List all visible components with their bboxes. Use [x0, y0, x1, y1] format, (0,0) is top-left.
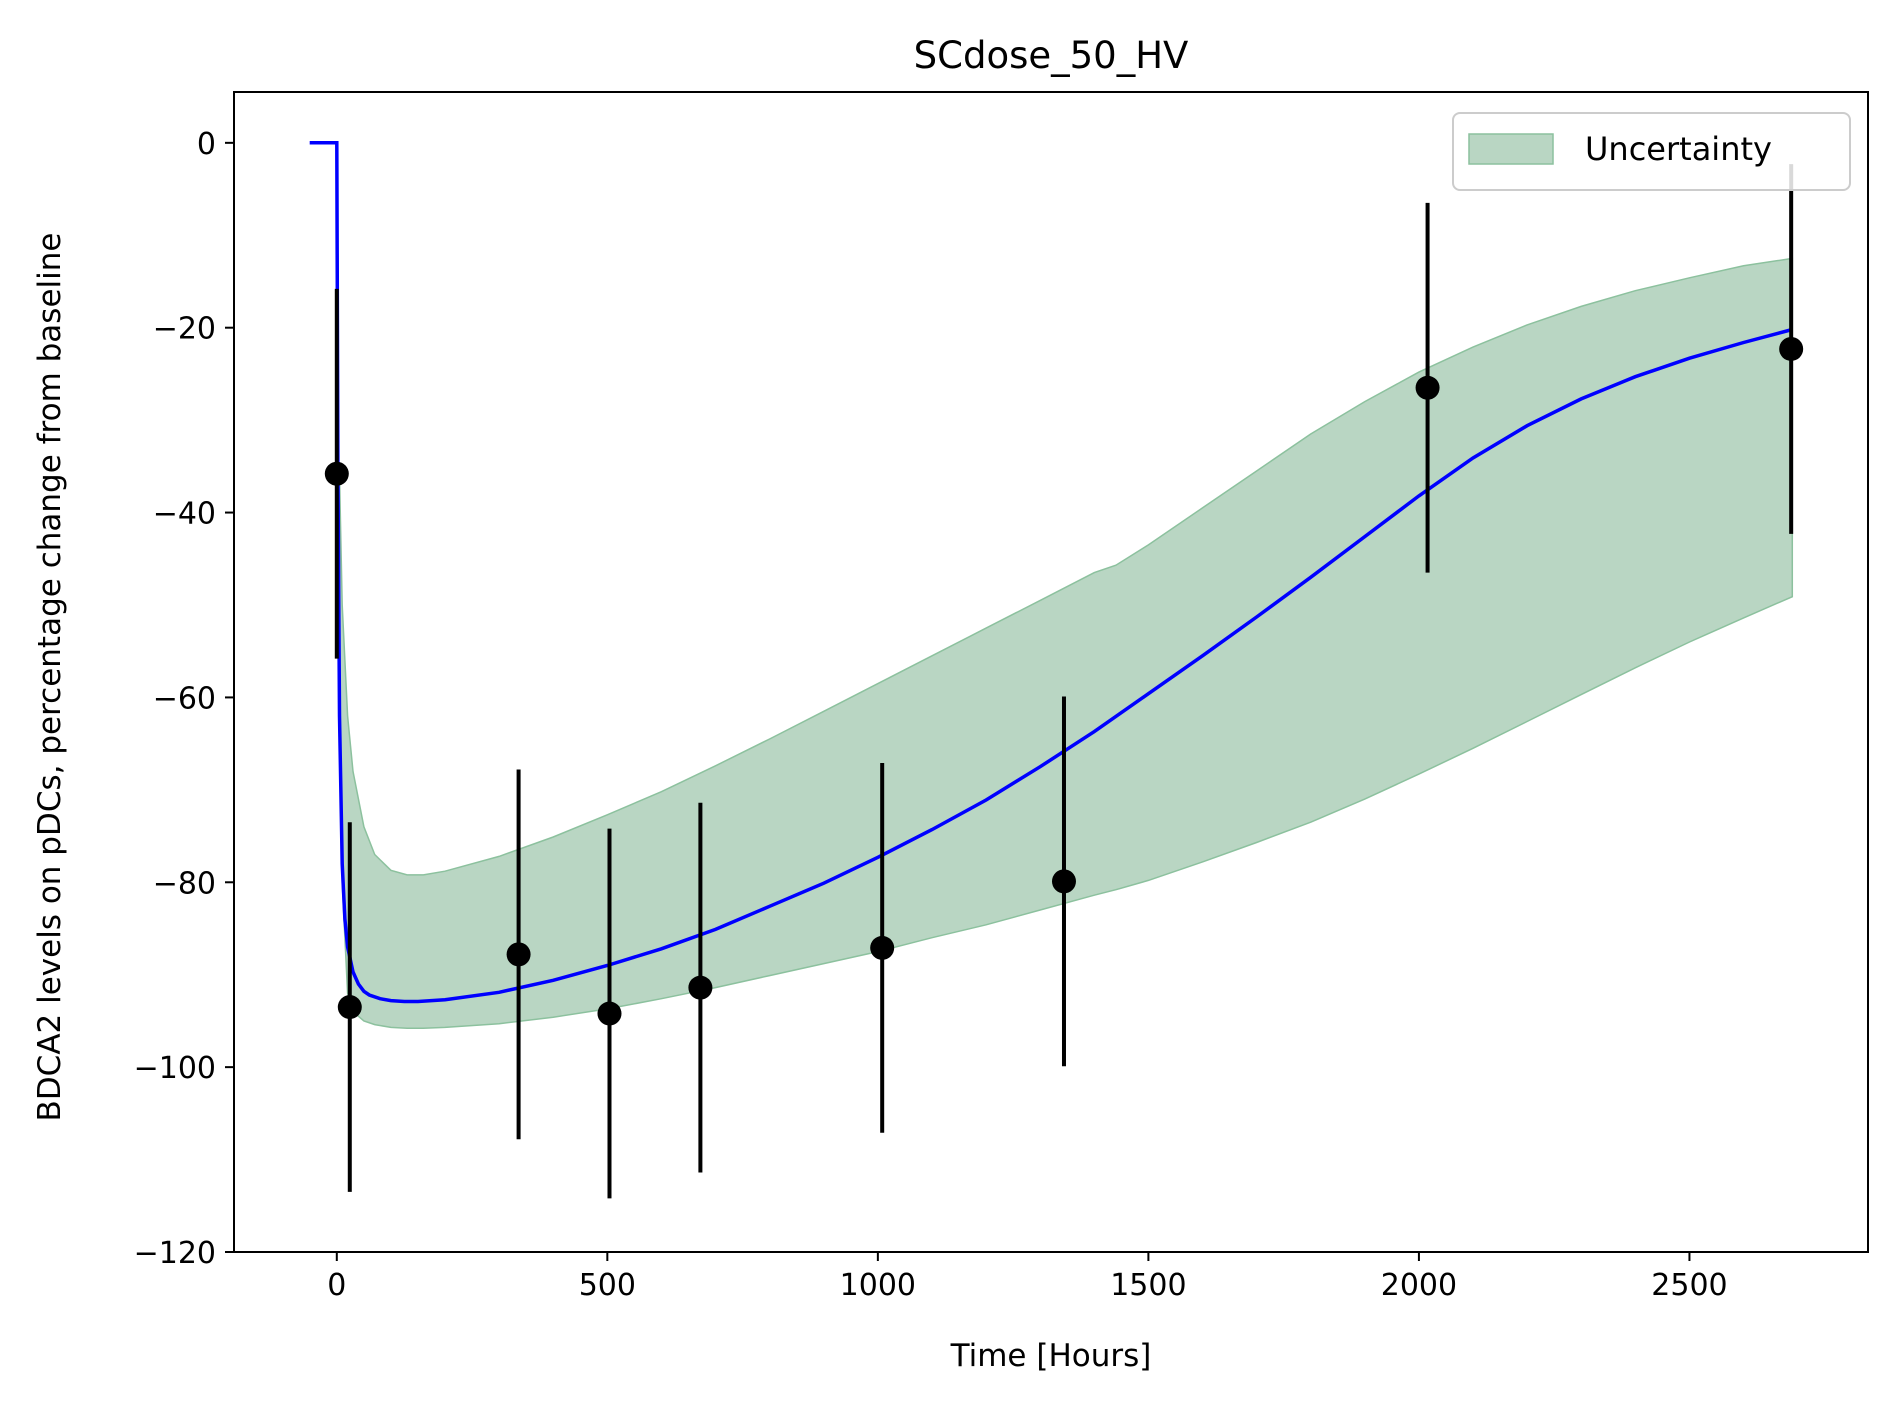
axes-frame [233, 91, 1869, 1253]
y-tick-label: 0 [197, 127, 216, 162]
observation-point [1779, 336, 1804, 361]
legend: Uncertainty [1452, 112, 1851, 191]
observation-point [1415, 375, 1440, 400]
observation-point [506, 942, 531, 967]
x-tick-label: 1000 [840, 1268, 916, 1303]
x-tick-label: 2000 [1381, 1268, 1457, 1303]
x-tick-label: 2500 [1651, 1268, 1727, 1303]
y-axis-label: BDCA2 levels on pDCs, percentage change … [32, 233, 68, 1122]
observation-point [597, 1001, 622, 1026]
y-tick-label: −40 [153, 497, 216, 532]
x-axis-ticks: 0 500 1000 1500 2000 2500 [327, 1252, 1728, 1303]
y-tick-label: −120 [134, 1236, 216, 1271]
observation-point [688, 975, 713, 1000]
observation-point [1051, 869, 1076, 894]
legend-label-uncertainty: Uncertainty [1585, 130, 1772, 168]
x-axis-label: Time [Hours] [950, 1338, 1152, 1374]
y-tick-label: −20 [153, 312, 216, 347]
y-tick-label: −100 [134, 1051, 216, 1086]
plot-area [309, 141, 1804, 1199]
x-tick-label: 1500 [1110, 1268, 1186, 1303]
y-tick-label: −80 [153, 866, 216, 901]
x-tick-label: 500 [579, 1268, 636, 1303]
chart-title: SCdose_50_HV [914, 34, 1189, 77]
y-tick-label: −60 [153, 681, 216, 716]
legend-swatch-uncertainty [1468, 133, 1554, 165]
observation-point [337, 995, 362, 1020]
observation-point [324, 461, 349, 486]
x-tick-label: 0 [327, 1268, 346, 1303]
y-axis-ticks: 0 −20 −40 −60 −80 −100 −120 [134, 127, 234, 1271]
legend-frame [1452, 112, 1851, 191]
observation-point [870, 935, 895, 960]
observations [324, 164, 1804, 1199]
